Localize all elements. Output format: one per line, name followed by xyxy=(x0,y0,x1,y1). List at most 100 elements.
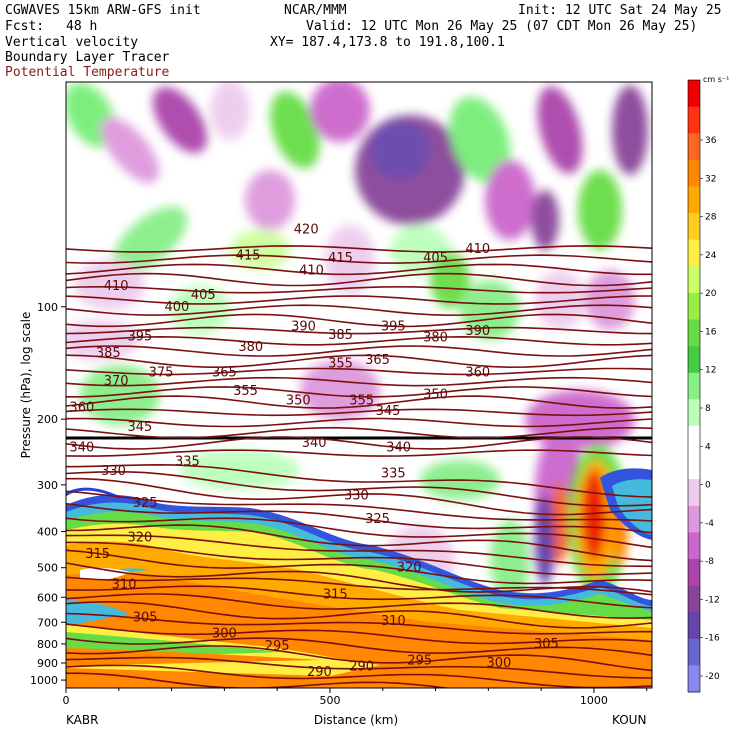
theta-contour-line xyxy=(66,449,652,457)
theta-contour-line xyxy=(66,245,652,253)
colorbar-swatch xyxy=(688,665,700,693)
theta-label: 365 xyxy=(212,366,237,381)
colorbar-swatch xyxy=(688,106,700,134)
forecast-label: Fcst: xyxy=(5,19,45,34)
theta-contour-line xyxy=(66,470,652,507)
theta-label: 330 xyxy=(101,464,126,479)
model-title: CGWAVES 15km ARW-GFS init xyxy=(5,3,201,18)
theta-label: 350 xyxy=(286,393,311,408)
theta-label: 360 xyxy=(69,400,94,415)
theta-label: 405 xyxy=(423,251,448,266)
theta-contour-line xyxy=(66,490,652,522)
theta-label: 355 xyxy=(233,384,258,399)
theta-contour-line xyxy=(66,395,652,409)
theta-contour-line xyxy=(66,254,652,264)
theta-label: 370 xyxy=(104,374,129,389)
colorbar-swatch xyxy=(688,479,700,507)
theta-contour-line xyxy=(66,345,652,357)
colorbar-swatch xyxy=(688,159,700,187)
theta-label: 410 xyxy=(299,264,324,279)
colorbar-label: 32 xyxy=(705,174,716,184)
colorbar-label: 12 xyxy=(705,366,716,376)
theta-contour-line xyxy=(66,326,652,335)
colorbar-label: 4 xyxy=(705,442,711,452)
colorbar-swatch xyxy=(688,372,700,400)
left-endpoint-label: KABR xyxy=(66,713,98,727)
theta-contour-line xyxy=(66,263,652,276)
y-tick-label: 300 xyxy=(37,479,58,492)
colorbar-label: 8 xyxy=(705,404,711,414)
colorbar-swatch xyxy=(688,532,700,560)
theta-contour-line xyxy=(66,313,652,328)
field-vertical-velocity: Vertical velocity xyxy=(5,35,139,50)
theta-label: 400 xyxy=(164,300,189,315)
theta-label: 315 xyxy=(323,588,348,603)
theta-contour-line xyxy=(66,664,652,688)
theta-label: 300 xyxy=(212,626,237,641)
theta-contour-line xyxy=(66,408,652,417)
colorbar-label: 36 xyxy=(705,136,717,146)
theta-label: 305 xyxy=(133,611,158,626)
y-tick-label: 700 xyxy=(37,616,58,629)
theta-label: 355 xyxy=(328,357,353,372)
theta-label: 390 xyxy=(291,320,316,335)
theta-contour-line xyxy=(66,426,652,439)
cross-section-endpoints: XY= 187.4,173.8 to 191.8,100.1 xyxy=(270,35,505,50)
x-tick-label: 1000 xyxy=(580,694,608,707)
y-tick-label: 600 xyxy=(37,591,58,604)
field-potential-temperature: Potential Temperature xyxy=(5,65,170,80)
theta-contour-line xyxy=(66,463,652,498)
theta-label: 415 xyxy=(236,249,261,264)
theta-label: 380 xyxy=(423,331,448,346)
theta-contour-line xyxy=(66,436,652,450)
theta-contour-line xyxy=(66,376,652,387)
theta-label: 345 xyxy=(127,420,152,435)
theta-label: 395 xyxy=(127,329,152,344)
theta-contour-line xyxy=(66,623,652,645)
y-tick-label: 1000 xyxy=(30,674,58,687)
theta-label: 325 xyxy=(133,496,158,511)
theta-contour-line xyxy=(66,600,652,629)
colorbar-swatch xyxy=(688,80,700,108)
theta-contour-line xyxy=(66,524,652,562)
colorbar-swatch xyxy=(688,346,700,374)
theta-contour-line xyxy=(66,295,652,305)
theta-contour-line xyxy=(66,502,652,534)
theta-label: 310 xyxy=(112,578,137,593)
theta-contour-line xyxy=(66,335,652,346)
y-tick-label: 400 xyxy=(37,526,58,539)
theta-contour-line xyxy=(66,672,452,688)
theta-contour-line xyxy=(66,593,652,619)
theta-label: 335 xyxy=(381,467,406,482)
theta-contour-line xyxy=(66,367,652,376)
theta-contour-line xyxy=(66,656,652,679)
theta-label: 305 xyxy=(534,637,559,652)
plot-frame xyxy=(65,81,653,689)
x-tick-label: 0 xyxy=(63,694,70,707)
colorbar-swatch xyxy=(688,292,700,320)
theta-contour-line xyxy=(66,576,652,596)
theta-label: 300 xyxy=(486,656,511,671)
colorbar-label: 0 xyxy=(705,481,711,491)
colorbar-swatch xyxy=(688,186,700,214)
y-tick-label: 900 xyxy=(37,657,58,670)
colorbar-swatch xyxy=(688,239,700,267)
colorbar-swatch xyxy=(688,399,700,427)
colorbar-swatch xyxy=(688,558,700,587)
theta-label: 395 xyxy=(381,320,406,335)
theta-label: 350 xyxy=(423,388,448,403)
theta-contour-line xyxy=(66,386,652,398)
colorbar-label: 28 xyxy=(705,213,717,223)
theta-contour-line xyxy=(66,354,652,369)
theta-contours xyxy=(66,245,652,688)
colorbar-unit: cm s⁻¹ xyxy=(703,75,729,84)
colorbar-swatch xyxy=(688,612,700,640)
color-scale-bar: 36 32 28 24 20 16 12 8 4 0 -4 -8 -12 -16 -20 xyxy=(687,79,720,693)
colorbar-label: -4 xyxy=(705,519,714,529)
theta-label: 380 xyxy=(238,340,263,355)
theta-label: 360 xyxy=(465,366,490,381)
valid-time: Valid: 12 UTC Mon 26 May 25 (07 CDT Mon … xyxy=(306,19,698,34)
colorbar-label: -20 xyxy=(705,672,720,682)
